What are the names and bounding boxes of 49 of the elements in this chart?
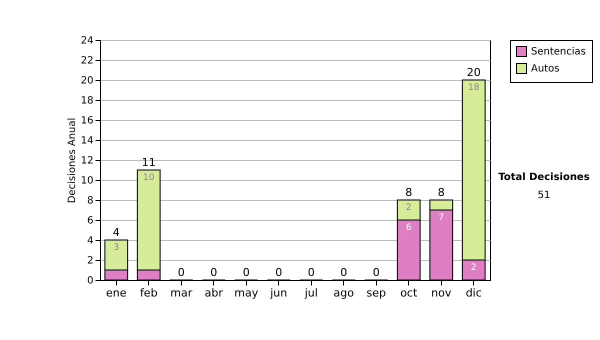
y-tick-label: 24 <box>80 36 94 46</box>
y-tick-label: 12 <box>80 156 94 166</box>
y-tick-label: 6 <box>87 216 94 226</box>
data-label: 18 <box>468 83 480 93</box>
total-label: 0 <box>340 266 348 279</box>
text: Total Decisiones <box>497 172 591 183</box>
x-tick-label: ene <box>106 286 127 300</box>
data-label: 7 <box>438 213 444 223</box>
y-tick-label: 14 <box>80 136 94 146</box>
total-label: 4 <box>112 226 120 239</box>
total-label: 8 <box>405 186 412 199</box>
x-tick-label: mar <box>170 286 193 300</box>
data-label: 3 <box>113 243 120 253</box>
x-tick-label: feb <box>140 286 158 300</box>
text: 51 <box>536 190 552 201</box>
total-label: 0 <box>210 266 218 279</box>
x-tick-label: may <box>234 286 259 300</box>
y-tick-label: 8 <box>87 196 94 206</box>
y-tick-label: 10 <box>80 176 94 186</box>
total-label: 20 <box>466 66 481 79</box>
legend-label: Sentencias <box>531 46 586 58</box>
total-label: 0 <box>242 266 250 279</box>
total-label: 11 <box>142 156 156 169</box>
x-tick-label: nov <box>431 286 452 300</box>
data-label: 10 <box>143 173 155 183</box>
y-axis-title: Decisiones Anual <box>66 118 78 204</box>
total-label: 8 <box>438 186 445 199</box>
x-tick-label: jun <box>269 286 288 300</box>
y-tick-label: 0 <box>87 276 94 286</box>
x-tick-label: jul <box>304 286 318 300</box>
data-label: 2 <box>406 203 412 213</box>
x-tick-label: abr <box>204 286 224 300</box>
y-tick-label: 2 <box>87 256 94 266</box>
total-label: 0 <box>372 266 380 279</box>
total-label: 0 <box>308 266 315 279</box>
y-tick-label: 16 <box>80 116 94 126</box>
y-tick-label: 22 <box>80 56 94 66</box>
y-tick-label: 18 <box>80 96 94 106</box>
x-tick-label: sep <box>366 286 386 300</box>
legend-label: Autos <box>531 64 560 74</box>
total-label: 0 <box>178 266 185 279</box>
x-tick-label: dic <box>466 286 482 300</box>
x-tick-label: ago <box>334 286 354 300</box>
x-tick-label: oct <box>400 286 418 300</box>
y-tick-label: 20 <box>80 76 94 86</box>
data-label: 2 <box>470 263 477 273</box>
y-tick-label: 4 <box>87 236 94 246</box>
data-label: 6 <box>406 223 412 233</box>
total-label: 0 <box>275 266 282 279</box>
